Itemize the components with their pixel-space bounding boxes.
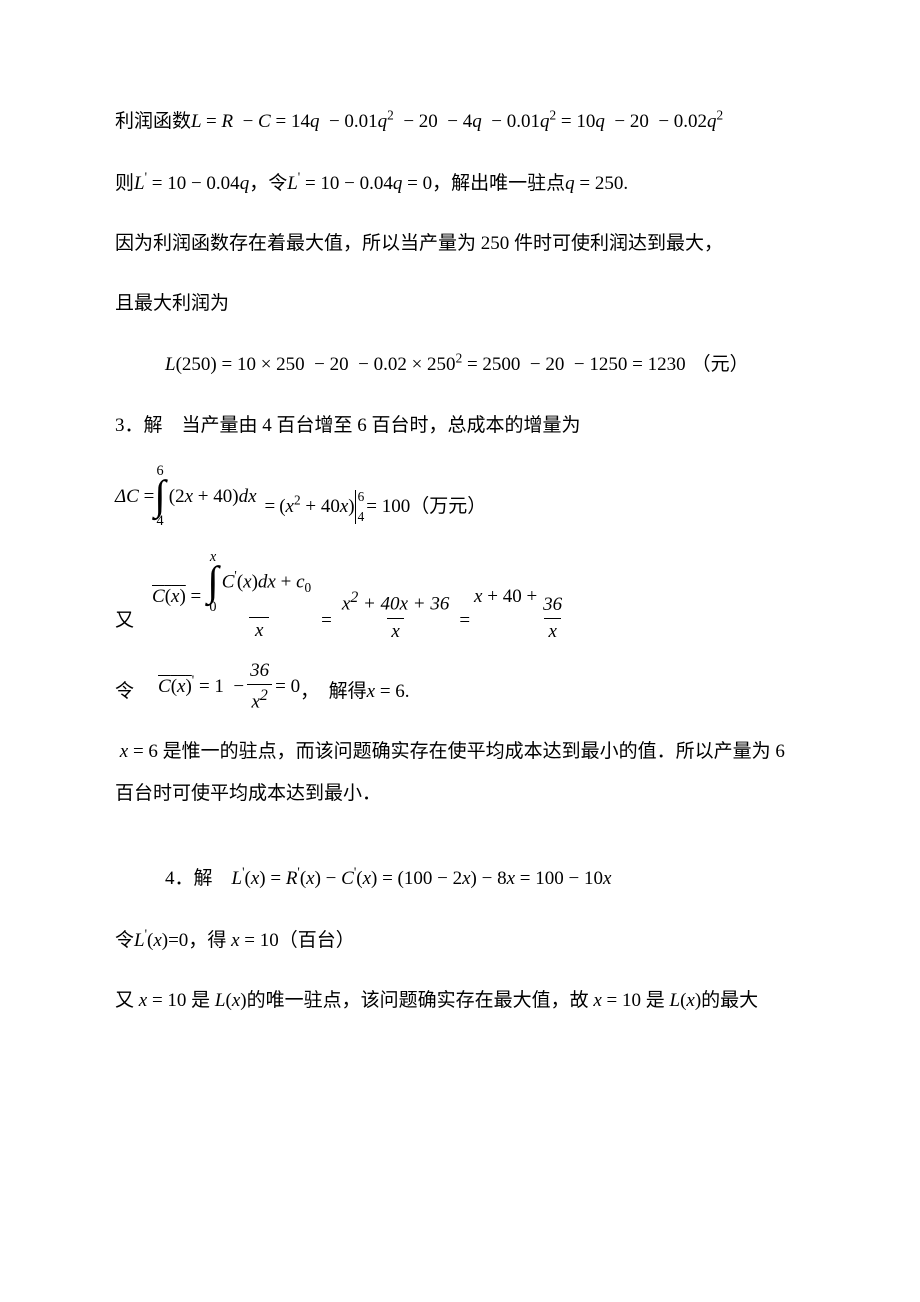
integral-icon: x ∫ 0 <box>207 550 218 614</box>
math-expr: L = R − C = 14q − 0.01q2 − 20 − 4q − 0.0… <box>191 100 723 144</box>
denominator: x <box>387 618 403 643</box>
avg-cost-line: 又 C(x) = x ∫ 0 C'(x)dx + c0 x = x2 + 40x… <box>115 550 805 642</box>
math-expr: L' = 10 − 0.04q <box>134 162 249 206</box>
text: ，得 x = 10（百台） <box>188 919 354 963</box>
numerator: x2 + 40x + 36 <box>338 589 453 617</box>
numerator: 36 <box>246 660 273 684</box>
mid-fraction: x2 + 40x + 36 x <box>338 589 453 642</box>
denominator: x2 <box>247 684 271 713</box>
math-expr: L'(x) = R'(x) − C'(x) = (100 − 2x) − 8x … <box>232 857 612 901</box>
text: ，令 <box>249 162 287 206</box>
problem-3-header: 3．解 当产量由 4 百台增至 6 百台时，总成本的增量为 <box>115 405 805 447</box>
math-expr: L'(x)=0 <box>134 919 188 963</box>
lhs: C(x)' = 1 − <box>158 665 244 709</box>
lhs: ΔC = <box>115 475 154 519</box>
set-zero-line-2: 令 L'(x)=0 ，得 x = 10（百台） <box>115 919 805 963</box>
text: 又 <box>115 599 134 643</box>
math-expr: L(250) = 10 × 250 − 20 − 0.02 × 2502 = 2… <box>165 343 686 387</box>
delta-c-line: ΔC = 6 ∫ 4 (2x + 40)dx = (x2 + 40x) 6 4 … <box>115 464 805 528</box>
big-fraction: x ∫ 0 C'(x)dx + c0 x <box>201 550 317 642</box>
equals: = <box>265 485 276 529</box>
rhs-fraction: 36 x <box>539 594 566 643</box>
text: ， 解得 <box>300 670 367 714</box>
upper: 6 <box>358 490 365 503</box>
text: 令 <box>115 919 134 963</box>
math-expr: L' = 10 − 0.04q = 0 <box>287 162 432 206</box>
max-profit-line: L(250) = 10 × 250 − 20 − 0.02 × 2502 = 2… <box>115 343 805 387</box>
math-expr: q = 250 <box>565 162 623 206</box>
eval-bar: 6 4 <box>355 490 365 524</box>
explanation-2: 且最大利润为 <box>115 283 805 325</box>
fraction: 36 x2 <box>246 660 273 713</box>
stationary-point-para: x = 6 是惟一的驻点，而该问题确实存在使平均成本达到最小的值．所以产量为 6… <box>115 731 805 815</box>
equals: = <box>459 599 470 643</box>
text: （元） <box>692 343 749 387</box>
integrand: (2x + 40)dx <box>169 475 257 519</box>
text: 利润函数 <box>115 100 191 144</box>
text: . <box>405 670 410 714</box>
text: 4．解 <box>165 857 232 901</box>
lower-limit: 0 <box>209 600 216 614</box>
profit-function-line: 利润函数 L = R − C = 14q − 0.01q2 − 20 − 4q … <box>115 100 805 144</box>
set-zero-line: 令 C(x)' = 1 − 36 x2 = 0 ， 解得 x = 6 . <box>115 660 805 713</box>
denominator: x <box>544 618 560 643</box>
text: ，解出唯一驻点 <box>432 162 565 206</box>
numerator: 36 <box>539 594 566 618</box>
rhs: x + 40 + <box>474 575 537 619</box>
lower-limit: 4 <box>156 514 163 528</box>
denominator: x <box>249 617 269 642</box>
integral-icon: 6 ∫ 4 <box>154 464 165 528</box>
text: 则 <box>115 162 134 206</box>
derivative-line: 则 L' = 10 − 0.04q ，令 L' = 10 − 0.04q = 0… <box>115 162 805 206</box>
solution: x = 6 <box>367 670 405 714</box>
result: = 100（万元） <box>366 485 486 529</box>
final-para: 又 x = 10 是 L(x)的唯一驻点，该问题确实存在最大值，故 x = 10… <box>115 980 805 1022</box>
integrand: C'(x)dx + c0 <box>222 569 311 596</box>
lower: 4 <box>358 510 365 523</box>
text: . <box>623 162 628 206</box>
equals: = <box>321 599 332 643</box>
lhs: C(x) = <box>152 575 201 619</box>
explanation-1: 因为利润函数存在着最大值，所以当产量为 250 件时可使利润达到最大， <box>115 223 805 265</box>
eval-expr: (x2 + 40x) 6 4 <box>279 485 364 529</box>
eq-zero: = 0 <box>275 665 300 709</box>
integral-expr: 6 ∫ 4 (2x + 40)dx <box>154 464 256 528</box>
problem-4-line: 4．解 L'(x) = R'(x) − C'(x) = (100 − 2x) −… <box>115 857 805 901</box>
text: 令 <box>115 670 134 714</box>
